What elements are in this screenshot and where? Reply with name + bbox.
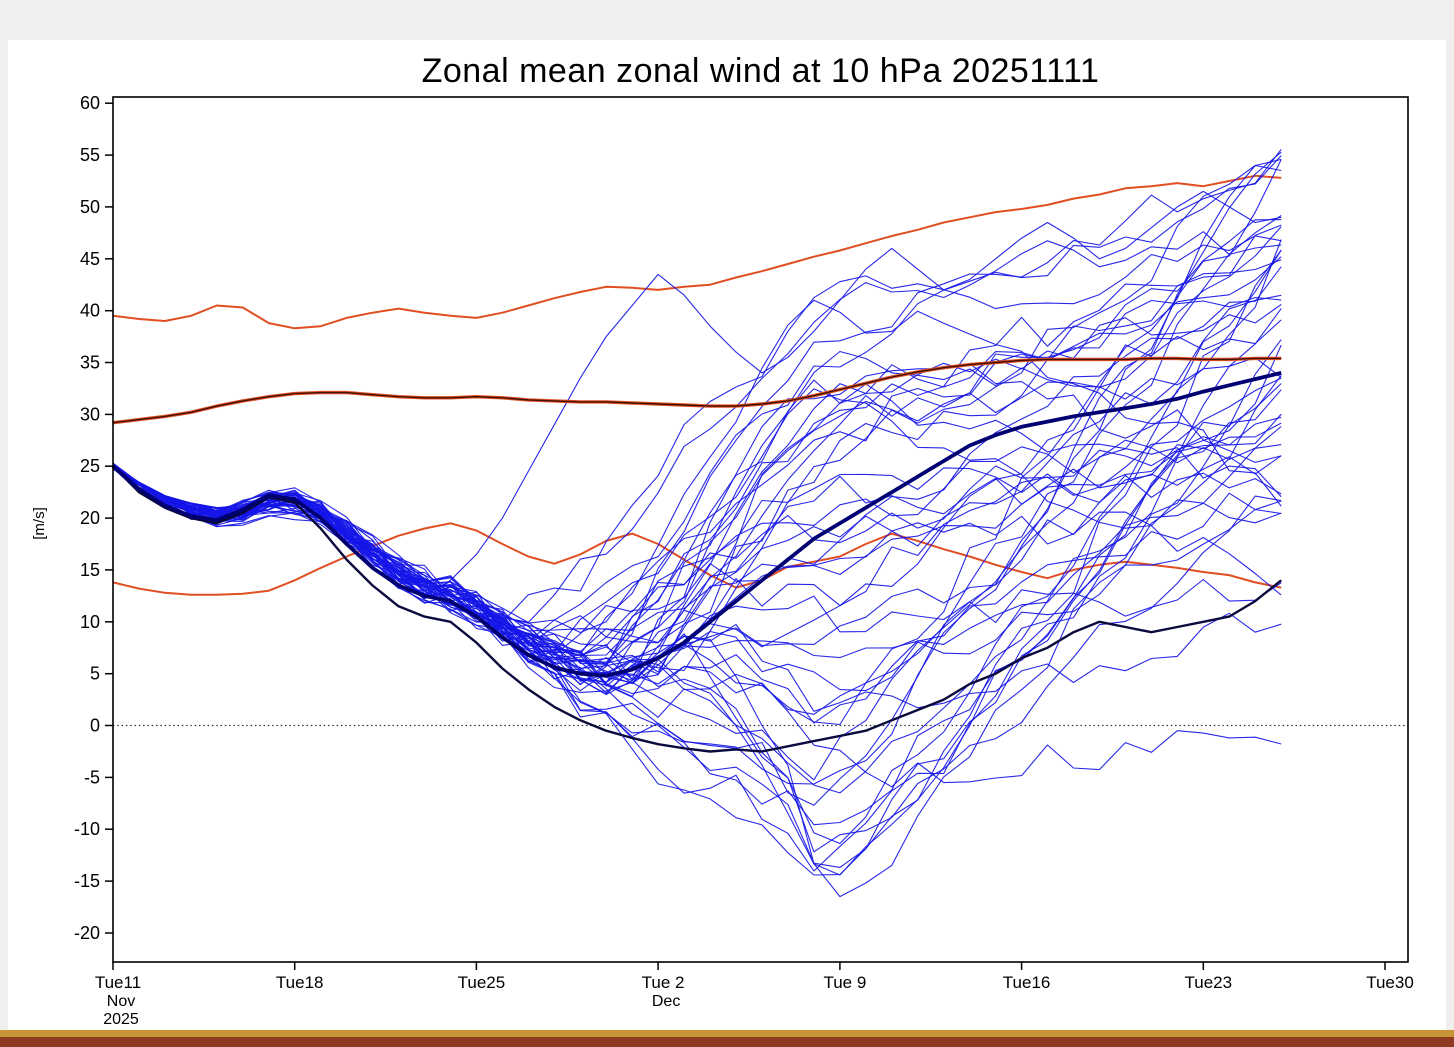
y-tick-label: 50 bbox=[80, 197, 100, 217]
ensemble-member-line bbox=[112, 259, 1282, 634]
plot-frame bbox=[112, 96, 1409, 963]
y-tick-label: 10 bbox=[80, 612, 100, 632]
x-tick-label: Tue16 bbox=[1003, 973, 1051, 992]
x-tick-label: Tue11 bbox=[95, 973, 141, 992]
ensemble-member-line bbox=[112, 383, 1282, 673]
x-tick-label: Tue 9 bbox=[823, 973, 866, 992]
ensemble-mean-line bbox=[111, 371, 1282, 678]
ensemble-member-line bbox=[112, 219, 1282, 675]
y-tick-label: -15 bbox=[74, 871, 100, 891]
y-tick-label: -5 bbox=[84, 767, 100, 787]
y-tick-label: 20 bbox=[80, 508, 100, 528]
y-tick-label: -20 bbox=[74, 923, 100, 943]
ensemble-member-line bbox=[112, 426, 1282, 656]
ensemble-member-line bbox=[112, 413, 1282, 653]
y-tick-label: 15 bbox=[80, 560, 100, 580]
y-tick-label: 25 bbox=[80, 456, 100, 476]
x-tick-label: Tue30 bbox=[1366, 973, 1414, 992]
x-tick-sublabel: Dec bbox=[652, 993, 680, 1010]
footer-accent-bar bbox=[0, 1030, 1454, 1037]
x-tick-sublabel: Nov bbox=[107, 993, 135, 1010]
ensemble-member-line bbox=[112, 389, 1282, 794]
ensemble-member-line bbox=[112, 344, 1282, 868]
climatology-lower-line bbox=[112, 522, 1282, 596]
x-tick-label: Tue18 bbox=[276, 973, 324, 992]
y-tick-label: 30 bbox=[80, 404, 100, 424]
chart-title: Zonal mean zonal wind at 10 hPa 20251111 bbox=[421, 52, 1100, 90]
y-tick-label: -10 bbox=[74, 819, 100, 839]
ensemble-member-line bbox=[112, 224, 1282, 685]
ensemble-member-line bbox=[112, 299, 1282, 655]
ensemble-member-line bbox=[112, 151, 1282, 806]
y-tick-label: 45 bbox=[80, 249, 100, 269]
ensemble-member-line bbox=[112, 388, 1282, 654]
ensemble-member-line bbox=[112, 416, 1282, 647]
x-tick-sublabel: 2025 bbox=[103, 1011, 139, 1028]
control-forecast-line bbox=[112, 465, 1282, 753]
y-tick-label: 35 bbox=[80, 353, 100, 373]
footer-base-bar bbox=[0, 1037, 1454, 1047]
ensemble-member-line bbox=[112, 455, 1282, 694]
y-tick-label: 55 bbox=[80, 145, 100, 165]
y-tick-label: 40 bbox=[80, 301, 100, 321]
ensemble-member-line bbox=[112, 215, 1282, 715]
ensemble-member-line bbox=[112, 383, 1282, 872]
y-tick-label: 0 bbox=[90, 716, 100, 736]
forecast-figure bbox=[8, 40, 1446, 1030]
y-tick-label: 5 bbox=[90, 664, 100, 684]
x-tick-label: Tue 2 bbox=[642, 973, 685, 992]
ensemble-member-line bbox=[112, 465, 1282, 853]
ensemble-member-line bbox=[112, 231, 1282, 624]
ensemble-member-line bbox=[112, 164, 1282, 632]
ensemble-member-line bbox=[112, 350, 1282, 665]
ensemble-member-line bbox=[112, 256, 1282, 680]
climatology-mean-overlay-line bbox=[112, 357, 1282, 424]
x-tick-label: Tue25 bbox=[458, 973, 506, 992]
ensemble-member-line bbox=[112, 159, 1282, 785]
y-tick-label: 60 bbox=[80, 93, 100, 113]
climatology-upper-line bbox=[112, 174, 1282, 330]
ensemble-member-line bbox=[112, 422, 1282, 683]
x-tick-label: Tue23 bbox=[1185, 973, 1233, 992]
